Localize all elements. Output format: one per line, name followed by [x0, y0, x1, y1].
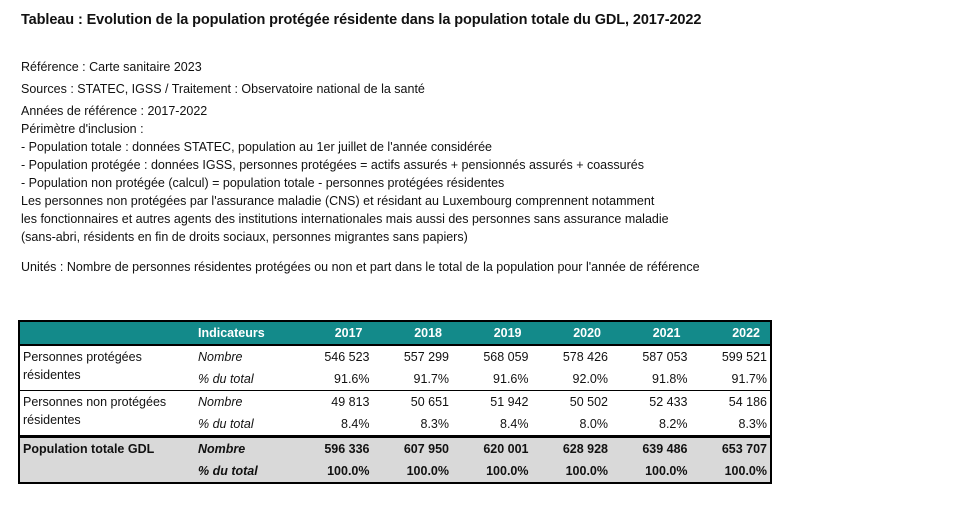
- group-label-line: résidentes: [23, 368, 81, 382]
- value-cell: 596 336: [293, 435, 373, 460]
- value-cell: 653 707: [690, 435, 770, 460]
- value-cell: 100.0%: [611, 460, 691, 482]
- value-cell: 49 813: [293, 390, 373, 413]
- indicator-cell: Nombre: [195, 435, 293, 460]
- value-cell: 91.8%: [652, 372, 688, 386]
- value-cell: 51 942: [452, 390, 532, 413]
- value-cell: 8.3%: [420, 417, 450, 431]
- value-cell: 8.0%: [579, 417, 609, 431]
- value-cell: 100.0%: [531, 460, 611, 482]
- header-year: 2017: [293, 322, 373, 346]
- table-header-row: Indicateurs 2017 2018 2019 2020 2021 202…: [20, 322, 770, 346]
- table-row-total: % du total 100.0% 100.0% 100.0% 100.0% 1…: [20, 460, 770, 482]
- note-line: - Population non protégée (calcul) = pop…: [21, 176, 505, 190]
- value-cell: 50 651: [372, 390, 452, 413]
- header-year: 2020: [531, 322, 611, 346]
- header-year: 2019: [452, 322, 532, 346]
- value-cell: 100.0%: [452, 460, 532, 482]
- value-cell: 91.7%: [731, 372, 767, 386]
- group-label: Population totale GDL: [20, 435, 195, 460]
- table-row-total: Population totale GDL Nombre 596 336 607…: [20, 435, 770, 460]
- value-cell: 91.6%: [493, 372, 529, 386]
- value-cell: 100.0%: [372, 460, 452, 482]
- value-cell: 91.7%: [413, 372, 449, 386]
- value-cell: 599 521: [721, 350, 767, 364]
- value-cell: 50 502: [531, 390, 611, 413]
- value-cell: 578 426: [562, 350, 608, 364]
- table-row: Personnes protégées résidentes Nombre 54…: [20, 345, 770, 382]
- value-cell: 54 186: [690, 390, 770, 413]
- indicator-cell: % du total: [198, 372, 254, 386]
- group-label-line: Personnes protégées: [23, 350, 142, 364]
- value-cell: 8.3%: [738, 417, 768, 431]
- table-row: % du total 91.6% 91.7% 91.6% 92.0% 91.8%…: [20, 368, 770, 391]
- group-label: Personnes non protégées résidentes: [20, 390, 195, 437]
- value-cell: 607 950: [372, 435, 452, 460]
- notes-block: Années de référence : 2017-2022 Périmètr…: [21, 102, 669, 246]
- value-cell: 568 059: [483, 350, 529, 364]
- header-year: 2018: [372, 322, 452, 346]
- value-cell: 628 928: [531, 435, 611, 460]
- group-label-line: résidentes: [23, 413, 81, 427]
- page-title: Tableau : Evolution de la population pro…: [21, 12, 702, 28]
- note-line: - Population totale : données STATEC, po…: [21, 140, 492, 154]
- value-cell: 92.0%: [572, 372, 608, 386]
- note-line: Périmètre d'inclusion :: [21, 122, 144, 136]
- note-line: Années de référence : 2017-2022: [21, 104, 208, 118]
- group-label-empty: [20, 460, 195, 482]
- header-year: 2021: [611, 322, 691, 346]
- note-line: les fonctionnaires et autres agents des …: [21, 212, 669, 226]
- indicator-cell: % du total: [198, 417, 254, 431]
- group-label: Personnes protégées résidentes: [20, 345, 195, 391]
- population-table: Indicateurs 2017 2018 2019 2020 2021 202…: [18, 320, 772, 484]
- header-year: 2022: [690, 322, 770, 346]
- value-cell: 8.4%: [341, 417, 370, 431]
- header-indicator: Indicateurs: [195, 322, 293, 346]
- value-cell: 639 486: [611, 435, 691, 460]
- note-line: - Population protégée : données IGSS, pe…: [21, 158, 644, 172]
- value-cell: 8.4%: [500, 417, 529, 431]
- value-cell: 100.0%: [293, 460, 373, 482]
- value-cell: 52 433: [611, 390, 691, 413]
- indicator-cell: % du total: [195, 460, 293, 482]
- units-line: Unités : Nombre de personnes résidentes …: [21, 260, 700, 274]
- value-cell: 100.0%: [690, 460, 770, 482]
- note-line: (sans-abri, résidents en fin de droits s…: [21, 230, 468, 244]
- value-cell: 546 523: [324, 350, 370, 364]
- value-cell: 91.6%: [334, 372, 370, 386]
- value-cell: 557 299: [403, 350, 449, 364]
- sources-line: Sources : STATEC, IGSS / Traitement : Ob…: [21, 82, 425, 96]
- header-empty-cell: [20, 322, 195, 346]
- table-row: Personnes non protégées résidentes Nombr…: [20, 390, 770, 437]
- reference-line: Référence : Carte sanitaire 2023: [21, 60, 202, 74]
- group-label-line: Personnes non protégées: [23, 395, 167, 409]
- table-row: % du total 8.4% 8.3% 8.4% 8.0% 8.2% 8.3%: [20, 413, 770, 437]
- value-cell: 587 053: [642, 350, 688, 364]
- value-cell: 620 001: [452, 435, 532, 460]
- indicator-cell: Nombre: [195, 390, 293, 413]
- note-line: Les personnes non protégées par l'assura…: [21, 194, 655, 208]
- indicator-cell: Nombre: [198, 350, 243, 364]
- value-cell: 8.2%: [659, 417, 688, 431]
